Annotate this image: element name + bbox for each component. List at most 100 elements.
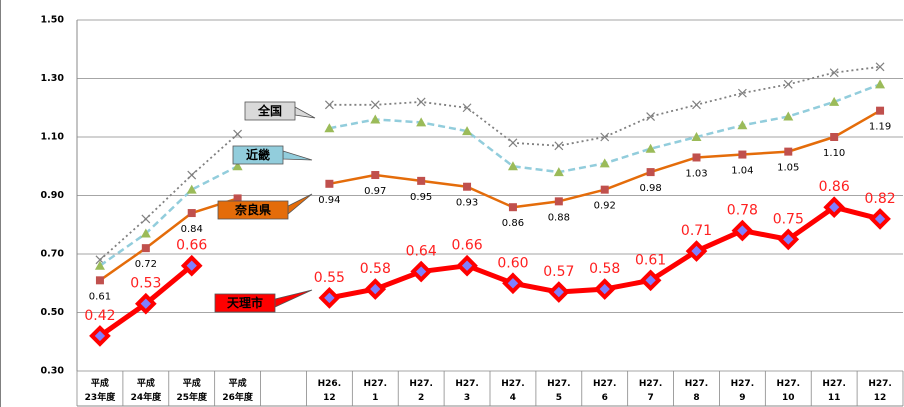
data-label: 0.84 [181, 224, 203, 235]
marker [737, 88, 747, 98]
marker [830, 133, 839, 141]
series-line [99, 197, 238, 282]
data-label: 0.71 [681, 223, 712, 239]
data-label: 0.55 [314, 270, 345, 286]
marker [318, 287, 341, 309]
marker [554, 141, 564, 151]
marker [371, 171, 380, 180]
data-label: 0.57 [543, 264, 574, 280]
data-label: 0.86 [819, 179, 850, 195]
marker [691, 132, 702, 141]
legend-label: 天理市 [227, 295, 263, 310]
legend-box [214, 293, 276, 313]
marker [829, 68, 839, 78]
data-label: 0.88 [548, 212, 570, 223]
marker [646, 112, 656, 121]
data-label: 0.78 [727, 203, 758, 219]
y-tick-label: 1.30 [41, 73, 65, 84]
marker [783, 111, 794, 121]
x-tick-label: H27. 1 [364, 379, 387, 403]
marker [737, 120, 748, 130]
marker [324, 100, 334, 110]
legend-box [217, 200, 289, 220]
marker [685, 240, 708, 262]
y-tick-label: 1.50 [41, 15, 65, 26]
marker [180, 254, 203, 277]
marker [600, 185, 609, 194]
marker [417, 176, 426, 185]
data-label: 0.58 [589, 261, 620, 277]
data-label: 1.03 [685, 168, 707, 179]
marker [410, 260, 432, 283]
marker [89, 325, 111, 347]
marker [738, 150, 747, 159]
y-tick-label: 0.30 [41, 366, 65, 377]
marker [692, 153, 701, 162]
marker [141, 244, 150, 253]
y-tick-label: 1.10 [41, 132, 65, 143]
marker [370, 100, 380, 110]
marker [233, 194, 242, 203]
marker [187, 209, 196, 218]
legend-box [244, 101, 296, 121]
data-label: 0.66 [451, 238, 482, 254]
marker [135, 292, 157, 315]
marker [548, 281, 570, 303]
marker [731, 219, 754, 242]
data-label: 0.94 [318, 195, 340, 206]
marker [823, 196, 845, 219]
marker [645, 143, 656, 153]
x-tick-label: H27. 6 [593, 379, 616, 403]
y-tick-label: 0.70 [41, 249, 65, 260]
marker [600, 132, 610, 142]
data-label: 0.61 [89, 291, 111, 302]
data-label: 0.97 [364, 186, 386, 197]
marker [416, 97, 426, 107]
marker [456, 254, 478, 277]
marker [141, 214, 151, 224]
marker [187, 170, 197, 180]
data-label: 0.95 [410, 192, 432, 203]
marker [416, 117, 427, 127]
marker [325, 179, 334, 188]
x-tick-label: 平成 23年度 [85, 377, 117, 403]
marker [463, 182, 472, 191]
marker [875, 62, 885, 72]
marker [462, 126, 473, 136]
x-tick-label: H27. 7 [639, 379, 662, 403]
x-tick-label: H27. 10 [777, 379, 800, 403]
data-label: 0.72 [135, 259, 157, 270]
data-label: 0.92 [594, 201, 616, 212]
x-tick-label: H27. 9 [731, 379, 754, 403]
data-label: 0.64 [406, 244, 437, 260]
data-label: 0.82 [864, 191, 895, 207]
x-tick-label: 平成 24年度 [131, 377, 163, 403]
marker [95, 276, 104, 285]
x-tick-label: H27. 3 [455, 379, 478, 403]
marker [593, 278, 616, 300]
marker [553, 167, 564, 177]
data-label: 0.58 [360, 261, 391, 277]
marker [507, 161, 518, 171]
marker [639, 269, 662, 292]
marker [462, 103, 472, 113]
data-label: 1.04 [731, 166, 753, 177]
marker [140, 228, 151, 238]
data-label: 0.42 [84, 308, 115, 324]
legend-label: 全国 [257, 103, 282, 118]
marker [599, 158, 610, 168]
marker [783, 79, 793, 89]
marker [94, 260, 105, 270]
series-line [99, 133, 239, 261]
marker [232, 161, 243, 171]
y-tick-label: 0.90 [41, 190, 65, 201]
data-label: 0.66 [176, 238, 207, 254]
x-tick-label: 平成 26年度 [222, 377, 254, 403]
marker [233, 129, 243, 139]
marker [502, 272, 524, 295]
x-tick-label: H27. 4 [501, 379, 524, 403]
data-label: 1.05 [777, 163, 799, 174]
data-label: 0.98 [639, 183, 661, 194]
marker [554, 197, 563, 206]
